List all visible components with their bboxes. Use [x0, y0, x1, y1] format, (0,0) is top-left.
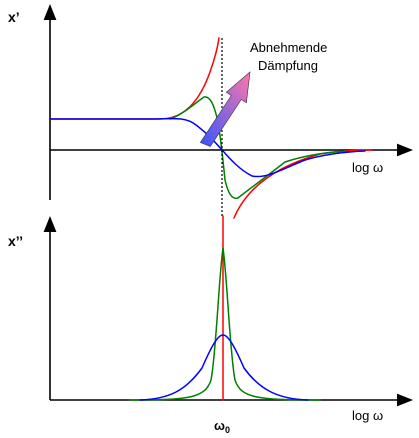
resonance-frequency-symbol: ω [214, 418, 225, 433]
lower-panel: x’’ log ω ω0 [8, 215, 413, 435]
lower-x-label: log ω [352, 408, 383, 423]
upper-series-high-damping [49, 117, 366, 178]
upper-x-label: log ω [352, 160, 383, 175]
upper-y-label: x’ [8, 9, 20, 25]
lower-series-high-damping [139, 334, 309, 401]
upper-series-low-damping [169, 96, 346, 200]
upper-panel: x’ log ω Abnehmende Dämpfung [8, 4, 413, 219]
upper-series-none [49, 37, 373, 219]
resonance-frequency-subscript: 0 [225, 425, 230, 435]
annotation-label: Abnehmende Dämpfung [250, 40, 331, 73]
lower-series-low-damping [129, 247, 321, 401]
resonance-frequency-label: ω0 [214, 418, 230, 435]
annotation-label-line-2: Dämpfung [258, 58, 318, 73]
annotation-label-line-1: Abnehmende [250, 40, 327, 55]
lower-y-label: x’’ [8, 233, 23, 249]
annotation-arrow [199, 71, 251, 147]
